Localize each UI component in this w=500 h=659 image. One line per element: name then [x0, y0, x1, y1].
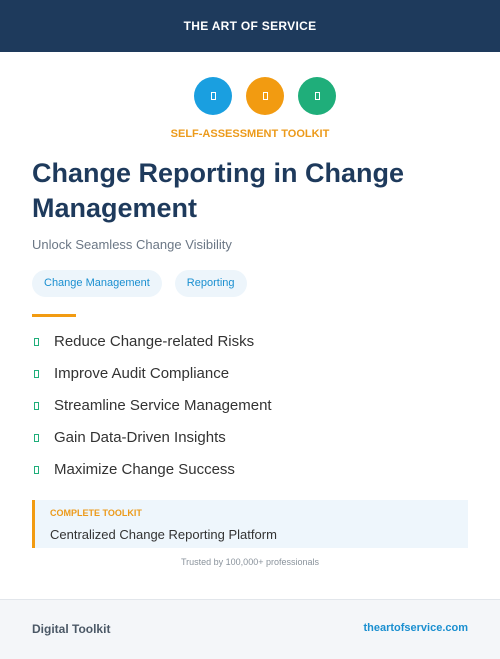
- icon-circle: [246, 77, 284, 115]
- icon: [314, 92, 320, 100]
- benefit-item: Improve Audit Compliance: [32, 363, 272, 395]
- footer-link[interactable]: theartofservice.com: [363, 622, 468, 634]
- tag[interactable]: Change Management: [32, 270, 162, 297]
- tag[interactable]: Reporting: [174, 270, 247, 297]
- title: Change Reporting in Change Management: [32, 158, 405, 223]
- footer: Digital Toolkit theartofservice.com: [0, 599, 500, 659]
- icon: [262, 92, 268, 100]
- icon-circle: [298, 77, 336, 115]
- icon-circle: [194, 77, 232, 115]
- benefits: Reduce Change-related Risks Improve Audit…: [32, 331, 272, 491]
- badge: SELF-ASSESSMENT TOOLKIT: [170, 128, 330, 140]
- check-icon: [34, 466, 39, 474]
- tags: Change Management Reporting: [32, 270, 247, 297]
- callout: COMPLETE TOOLKIT Centralized Change Repo…: [32, 500, 468, 548]
- benefit-item: Reduce Change-related Risks: [32, 331, 272, 363]
- benefit-text: Gain Data-Driven Insights: [54, 429, 226, 446]
- trust-note: Trusted by 100,000+ professionals: [180, 557, 319, 567]
- benefit-item: Maximize Change Success: [32, 459, 272, 491]
- icon: [210, 92, 216, 100]
- benefit-item: Streamline Service Management: [32, 395, 272, 427]
- header: THE ART OF SERVICE: [0, 0, 500, 52]
- callout-text: Centralized Change Reporting Platform: [50, 527, 277, 542]
- check-icon: [34, 402, 39, 410]
- benefit-text: Streamline Service Management: [54, 397, 272, 414]
- callout-label: COMPLETE TOOLKIT: [50, 508, 142, 518]
- check-icon: [34, 370, 39, 378]
- check-icon: [34, 434, 39, 442]
- subtitle: Unlock Seamless Change Visibility: [32, 237, 232, 252]
- footer-label: Digital Toolkit: [32, 622, 111, 636]
- check-icon: [34, 338, 39, 346]
- benefit-text: Maximize Change Success: [54, 461, 235, 478]
- benefit-text: Reduce Change-related Risks: [54, 333, 255, 350]
- benefit-item: Gain Data-Driven Insights: [32, 427, 272, 459]
- benefit-text: Improve Audit Compliance: [54, 365, 230, 382]
- brand: THE ART OF SERVICE: [183, 19, 317, 33]
- divider: [32, 314, 76, 317]
